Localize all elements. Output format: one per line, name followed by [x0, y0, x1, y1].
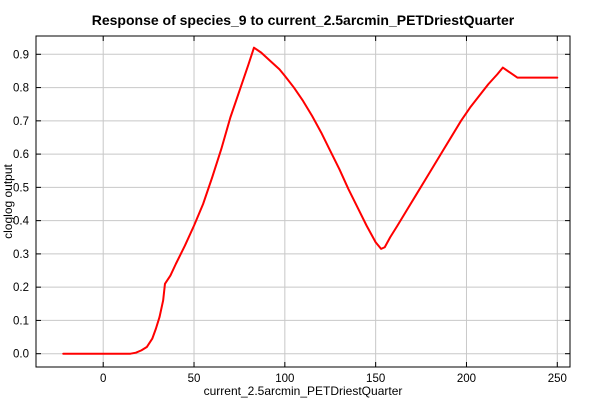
grid-layer: [36, 36, 570, 367]
y-tick-label: 0.2: [13, 282, 29, 294]
y-tick-label: 0.9: [13, 49, 29, 61]
y-tick-label: 0.7: [13, 116, 29, 128]
x-tick-label: 50: [188, 373, 201, 385]
plot-frame: [35, 35, 571, 368]
y-tick-label: 0.0: [13, 349, 29, 361]
x-axis-label: current_2.5arcmin_PETDriestQuarter: [204, 384, 403, 398]
x-tick-label: 150: [366, 373, 385, 385]
y-tick-label: 0.8: [13, 83, 29, 95]
y-tick-label: 0.1: [13, 315, 29, 327]
x-tick-label: 100: [275, 373, 294, 385]
x-tick-label: 200: [457, 373, 476, 385]
y-tick-label: 0.4: [13, 216, 30, 228]
y-axis-label: cloglog output: [1, 163, 15, 238]
y-tick-label: 0.5: [13, 182, 29, 194]
series-layer: [62, 46, 559, 355]
y-tick-label: 0.6: [13, 149, 29, 161]
chart-title: Response of species_9 to current_2.5arcm…: [92, 12, 515, 28]
y-tick-label: 0.3: [13, 249, 29, 261]
tick-layer: 0 50 100 150 200 250 0.0 0.1 0.2 0.3 0.4 0.5 0.6 0.7 0…: [13, 36, 570, 385]
x-tick-label: 250: [548, 373, 567, 385]
x-tick-label: 0: [100, 373, 106, 385]
series-line: [62, 46, 559, 355]
